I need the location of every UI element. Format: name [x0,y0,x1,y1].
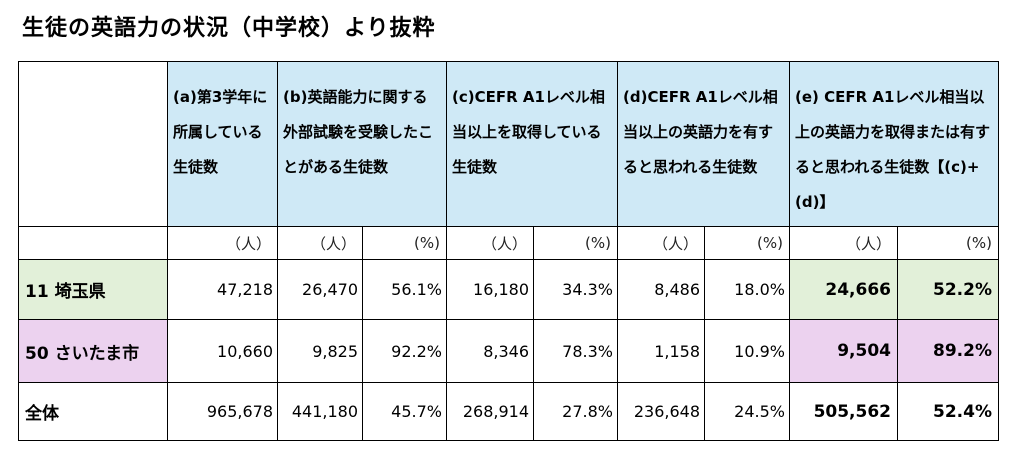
cell-b-percent: 92.2% [362,319,447,383]
cell-a: 47,218 [167,259,278,320]
row-label: 50 さいたま市 [18,319,168,383]
header-c: (c)CEFR A1レベル相当以上を取得している生徒数 [446,61,618,227]
page-title: 生徒の英語力の状況（中学校）より抜粋 [22,16,436,41]
cell-e-count: 505,562 [789,382,898,441]
header-row: (a)第3学年に所属している生徒数 (b)英語能力に関する外部試験を受験したこと… [18,61,999,227]
cell-d-percent: 10.9% [704,319,790,383]
cell-b-count: 9,825 [277,319,363,383]
cell-d-count: 236,648 [617,382,705,441]
cell-d-percent: 24.5% [704,382,790,441]
cell-c-count: 268,914 [446,382,534,441]
unit-b-people: （人） [277,226,363,260]
unit-e-people: （人） [789,226,898,260]
unit-d-percent: (%) [704,226,790,260]
english-proficiency-table: (a)第3学年に所属している生徒数 (b)英語能力に関する外部試験を受験したこと… [18,61,999,441]
cell-c-count: 16,180 [446,259,534,320]
unit-b-percent: (%) [362,226,447,260]
cell-a: 965,678 [167,382,278,441]
cell-c-count: 8,346 [446,319,534,383]
unit-c-percent: (%) [533,226,618,260]
cell-b-count: 441,180 [277,382,363,441]
cell-b-count: 26,470 [277,259,363,320]
cell-e-percent: 52.4% [897,382,999,441]
unit-e-percent: (%) [897,226,999,260]
table-row-total: 全体 965,678 441,180 45.7% 268,914 27.8% 2… [18,382,999,441]
cell-e-percent: 52.2% [897,259,999,320]
cell-b-percent: 45.7% [362,382,447,441]
cell-a: 10,660 [167,319,278,383]
cell-e-count: 24,666 [789,259,898,320]
cell-c-percent: 27.8% [533,382,618,441]
unit-row: （人） （人） (%) （人） (%) （人） (%) （人） (%) [18,226,999,260]
cell-c-percent: 34.3% [533,259,618,320]
header-a: (a)第3学年に所属している生徒数 [167,61,278,227]
table-row-prefecture: 11 埼玉県 47,218 26,470 56.1% 16,180 34.3% … [18,259,999,320]
header-b: (b)英語能力に関する外部試験を受験したことがある生徒数 [277,61,447,227]
cell-e-percent: 89.2% [897,319,999,383]
cell-d-percent: 18.0% [704,259,790,320]
unit-a: （人） [167,226,278,260]
cell-d-count: 8,486 [617,259,705,320]
header-d: (d)CEFR A1レベル相当以上の英語力を有すると思われる生徒数 [617,61,790,227]
corner-cell [18,61,168,227]
cell-e-count: 9,504 [789,319,898,383]
unit-c-people: （人） [446,226,534,260]
cell-c-percent: 78.3% [533,319,618,383]
cell-b-percent: 56.1% [362,259,447,320]
row-label: 11 埼玉県 [18,259,168,320]
row-label: 全体 [18,382,168,441]
cell-d-count: 1,158 [617,319,705,383]
table-row-city: 50 さいたま市 10,660 9,825 92.2% 8,346 78.3% … [18,319,999,383]
unit-d-people: （人） [617,226,705,260]
header-e: (e) CEFR A1レベル相当以上の英語力を取得または有すると思われる生徒数【… [789,61,999,227]
unit-corner [18,226,168,260]
